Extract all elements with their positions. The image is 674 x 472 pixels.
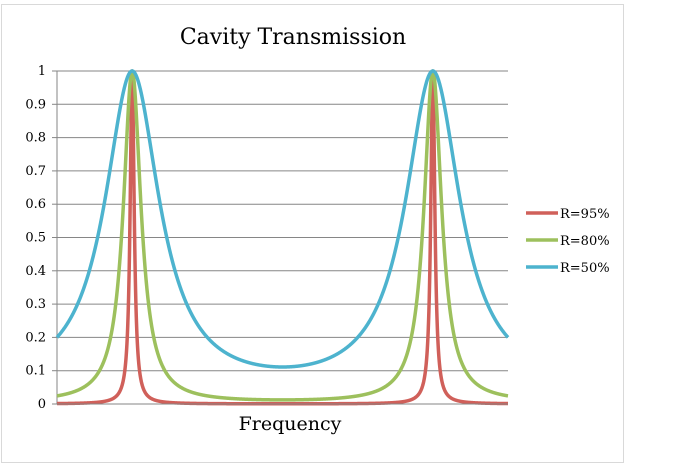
legend-item: R=95% [526,207,610,222]
legend-item: R=50% [526,261,610,276]
cavity-transmission-chart: Cavity Transmission 00.10.20.30.40.50.60… [25,25,610,435]
y-tick-label: 0.7 [25,164,46,179]
x-axis-label: Frequency [239,413,342,435]
y-tick-label: 0.5 [25,231,46,246]
y-tick-label: 0.2 [25,330,46,345]
y-tick-label: 0.9 [25,97,46,112]
legend-label: R=80% [560,234,610,249]
chart-frame: Cavity Transmission 0 0.1 0.2 0.3 0.4 0.5 0.6 0… [1,4,624,463]
legend-label: R=50% [560,261,610,276]
series-line-r80 [55,69,510,402]
legend: R=95% R=80% R=50% [526,207,610,276]
legend-item: R=80% [526,234,610,249]
y-tick-label: 0.6 [25,197,46,212]
y-tick-label: 1 [38,64,46,79]
y-tick-label: 0.8 [25,131,46,146]
y-tick-label: 0.3 [25,297,46,312]
y-axis-ticks: 0 0.1 0.2 0.3 0.4 0.5 0.6 0.7 0.8 0.9 1 [25,64,57,412]
y-tick-label: 0.4 [25,264,46,279]
legend-label: R=95% [560,207,610,222]
y-tick-label: 0 [38,397,46,412]
chart-title: Cavity Transmission [180,25,406,50]
series-line-r50 [55,69,510,369]
y-tick-label: 0.1 [25,364,46,379]
